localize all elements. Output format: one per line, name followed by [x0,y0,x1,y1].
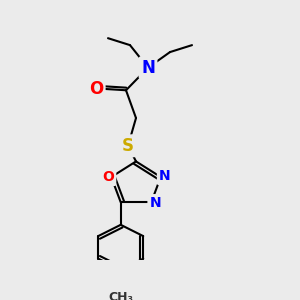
Text: N: N [149,196,161,210]
Text: CH₃: CH₃ [108,291,133,300]
Text: S: S [122,137,134,155]
Text: O: O [102,170,114,184]
Text: N: N [159,169,170,183]
Text: O: O [89,80,103,98]
Text: N: N [141,59,155,77]
